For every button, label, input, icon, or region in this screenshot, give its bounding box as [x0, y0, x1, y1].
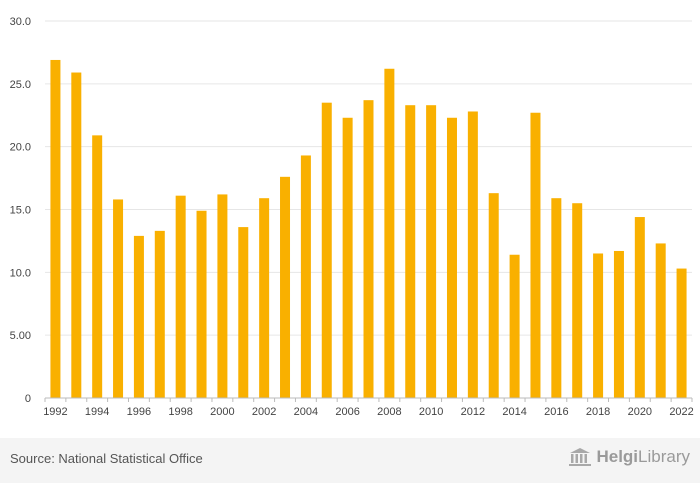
x-tick-label: 2008	[377, 406, 401, 418]
bar-1996	[133, 235, 144, 398]
chart-footer: Source: National Statistical Office Helg…	[0, 438, 700, 483]
bar-2008	[384, 68, 395, 399]
y-axis-tick-labels: 0 5.00 10.0 15.0 20.0 25.0 30.0	[10, 16, 31, 405]
helgi-library-logo[interactable]: Helgi Library	[568, 447, 690, 467]
y-tick-label: 0	[25, 393, 31, 405]
bar-2018	[593, 253, 604, 398]
bar-2012	[467, 111, 478, 398]
bar-2010	[426, 105, 437, 399]
bar-2014	[509, 254, 520, 398]
bar-2006	[342, 117, 353, 398]
bar-2013	[488, 193, 499, 398]
x-tick-label: 1998	[168, 406, 192, 418]
x-tick-label: 2018	[586, 406, 610, 418]
bar-2011	[446, 117, 457, 398]
y-tick-label: 5.00	[10, 330, 31, 342]
x-axis-tick-labels: 1992 1994 1996 1998 2000 2002 2004 2006 2008 2010…	[43, 406, 694, 418]
x-tick-label: 2004	[294, 406, 318, 418]
bar-2007	[363, 100, 374, 399]
source-label: Source: National Statistical Office	[10, 451, 203, 466]
bar-2003	[280, 176, 291, 398]
bar-2009	[405, 105, 416, 399]
bar-2022	[676, 268, 687, 398]
bar-2015	[530, 112, 541, 398]
x-axis	[44, 397, 693, 402]
bar-1995	[113, 199, 124, 398]
x-tick-label: 1994	[85, 406, 109, 418]
bar-1998	[175, 195, 186, 398]
bar-2021	[655, 243, 666, 398]
bar-2001	[238, 227, 249, 398]
y-tick-label: 15.0	[10, 205, 31, 217]
x-tick-label: 2010	[419, 406, 443, 418]
x-tick-label: 2022	[669, 406, 693, 418]
x-tick-label: 2002	[252, 406, 276, 418]
bars	[50, 59, 687, 399]
bar-2005	[321, 102, 332, 398]
library-building-icon	[569, 448, 592, 466]
logo-text-library: Library	[638, 447, 690, 466]
y-tick-label: 20.0	[10, 142, 31, 154]
x-tick-label: 2016	[544, 406, 568, 418]
bar-2000	[217, 194, 228, 398]
y-tick-label: 10.0	[10, 267, 31, 279]
bar-2017	[572, 203, 583, 398]
x-tick-label: 2000	[210, 406, 234, 418]
bar-1999	[196, 210, 207, 398]
x-tick-label: 1992	[43, 406, 67, 418]
y-tick-label: 30.0	[10, 16, 31, 28]
bar-2020	[634, 217, 645, 398]
x-tick-label: 1996	[127, 406, 151, 418]
logo-text-helgi: Helgi	[596, 447, 639, 466]
x-tick-label: 2014	[502, 406, 526, 418]
y-tick-label: 25.0	[10, 79, 31, 91]
bar-1994	[92, 135, 103, 398]
bar-2019	[613, 250, 624, 398]
x-tick-label: 2020	[628, 406, 652, 418]
bar-1997	[154, 230, 165, 398]
bar-1992	[50, 59, 61, 398]
x-tick-label: 2012	[461, 406, 485, 418]
bar-2004	[300, 155, 311, 398]
x-tick-label: 2006	[335, 406, 359, 418]
bar-2002	[259, 198, 270, 398]
bar-2016	[551, 198, 562, 398]
bar-1993	[71, 72, 82, 399]
